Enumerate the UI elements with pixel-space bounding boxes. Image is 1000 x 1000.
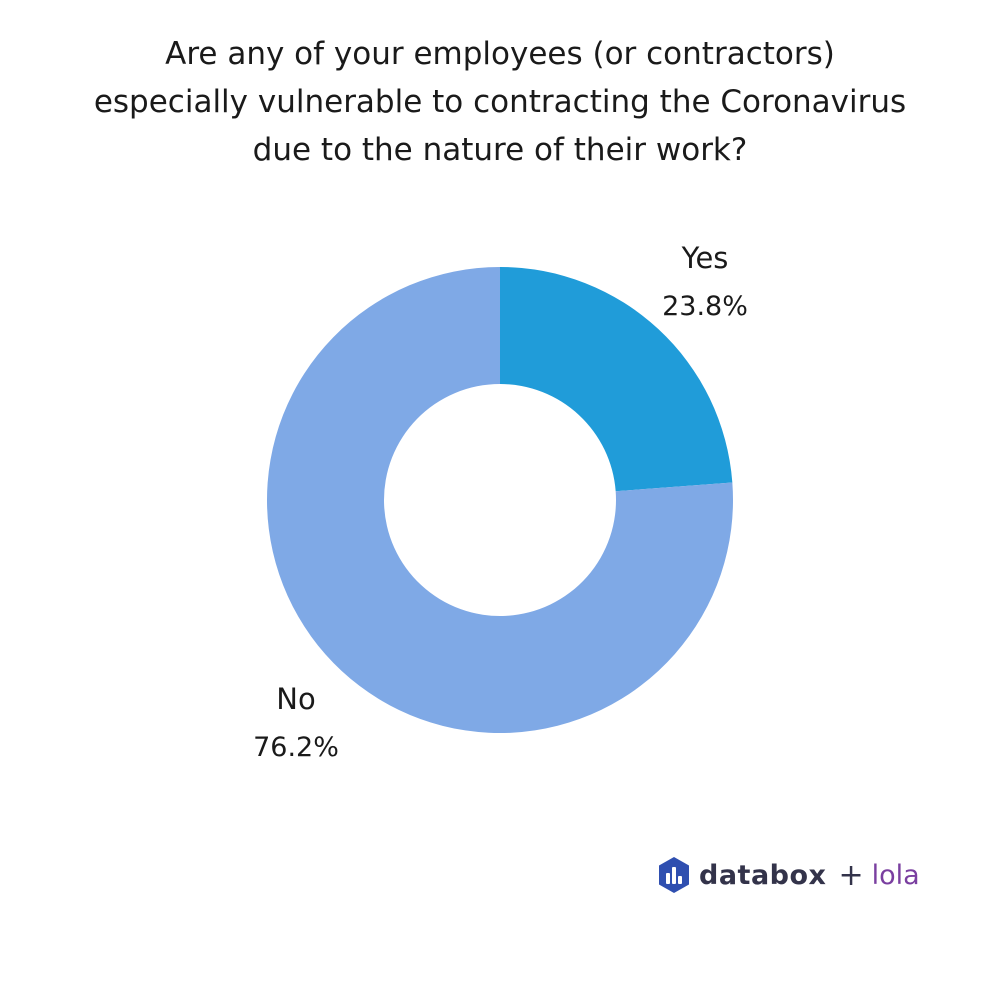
donut-slice-no — [266, 267, 733, 734]
chart-title: Are any of your employees (or contractor… — [50, 30, 950, 174]
slice-label-no-name: No — [276, 682, 315, 716]
slice-label-yes: Yes 23.8% — [662, 241, 748, 322]
slice-label-yes-name: Yes — [681, 241, 729, 275]
slice-label-no: No 76.2% — [253, 682, 339, 763]
brand-footer: databox + lola — [657, 855, 920, 895]
slice-label-yes-value: 23.8% — [662, 291, 748, 322]
brand-databox: databox — [699, 859, 827, 891]
brand-plus: + — [838, 857, 864, 893]
chart-title-line-3: due to the nature of their work? — [252, 132, 748, 168]
donut-slices — [266, 267, 733, 734]
chart-title-line-2: especially vulnerable to contracting the… — [93, 84, 907, 120]
donut-slice-yes — [500, 267, 733, 492]
databox-logo-icon — [659, 857, 689, 893]
chart-title-line-1: Are any of your employees (or contractor… — [165, 36, 835, 72]
slice-label-no-value: 76.2% — [253, 732, 339, 763]
brand-lola: lola — [871, 859, 920, 891]
